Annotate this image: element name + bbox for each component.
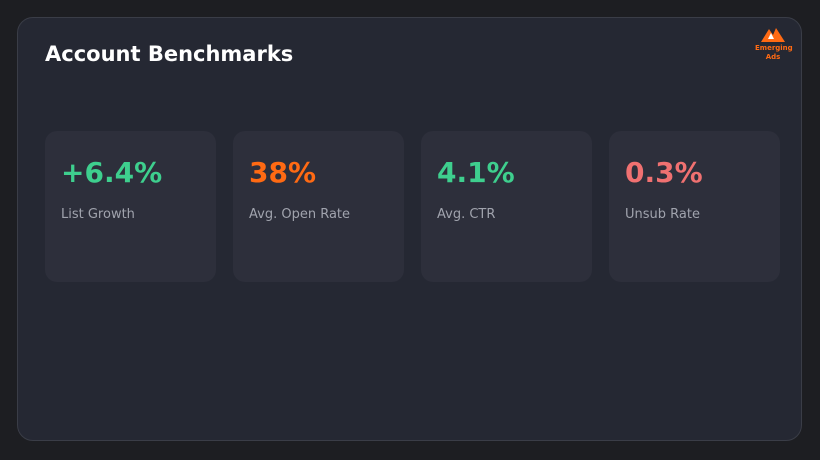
kpi-value: +6.4% bbox=[61, 156, 163, 189]
logo-line: Emerging bbox=[755, 44, 793, 52]
kpi-label: Avg. Open Rate bbox=[249, 207, 351, 222]
kpi-card: +6.4% List Growth bbox=[45, 131, 216, 282]
title: Account Benchmarks bbox=[45, 42, 294, 66]
kpi-label: List Growth bbox=[61, 207, 135, 222]
logo: Emerging Ads bbox=[755, 27, 793, 62]
logo-line: Ads bbox=[765, 53, 781, 61]
kpi-value: 38% bbox=[249, 156, 317, 189]
kpi-value: 4.1% bbox=[437, 156, 515, 189]
kpi-value: 0.3% bbox=[625, 156, 703, 189]
panel: Account Benchmarks Emerging Ads +6.4% Lis… bbox=[17, 17, 802, 441]
kpi-card: 0.3% Unsub Rate bbox=[609, 131, 780, 282]
kpi-card: 4.1% Avg. CTR bbox=[421, 131, 592, 282]
kpi-label: Unsub Rate bbox=[625, 207, 700, 222]
card-row: +6.4% List Growth 38% Avg. Open Rate 4.1% Avg… bbox=[45, 131, 780, 282]
kpi-label: Avg. CTR bbox=[437, 207, 496, 222]
logo-icon bbox=[761, 28, 785, 42]
kpi-card: 38% Avg. Open Rate bbox=[233, 131, 404, 282]
